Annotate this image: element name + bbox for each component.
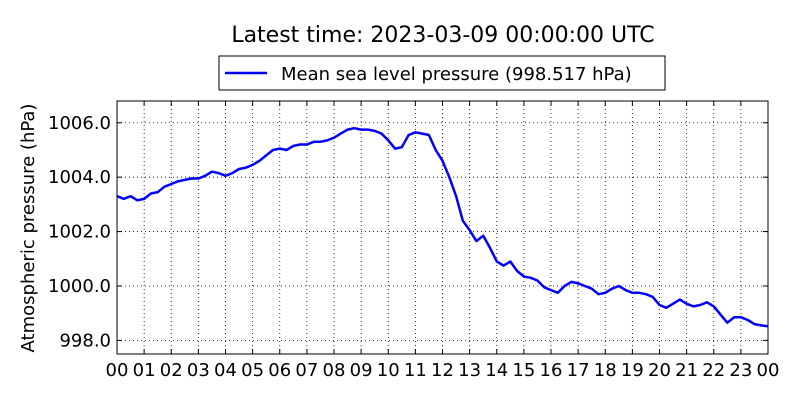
x-tick-label: 09 <box>350 360 373 381</box>
x-tick-label: 23 <box>729 360 752 381</box>
x-tick-label: 03 <box>187 360 210 381</box>
legend-box <box>218 55 666 91</box>
y-axis-label: Atmospheric pressure (hPa) <box>18 104 39 353</box>
chart-title: Latest time: 2023-03-09 00:00:00 UTC <box>231 23 654 48</box>
x-tick-label: 01 <box>133 360 156 381</box>
y-tick-label: 1004.0 <box>48 167 111 188</box>
x-tick-label: 12 <box>431 360 454 381</box>
x-tick-label: 22 <box>702 360 725 381</box>
grid-lines <box>117 101 768 354</box>
y-tick-label: 1002.0 <box>48 222 111 243</box>
x-tick-label: 15 <box>512 360 535 381</box>
x-tick-label: 07 <box>295 360 318 381</box>
x-tick-label: 08 <box>323 360 346 381</box>
pressure-series-line <box>116 126 769 328</box>
legend-series-label: Mean sea level pressure (998.517 hPa) <box>281 64 632 85</box>
x-tick-label: 05 <box>241 360 264 381</box>
x-tick-label: 16 <box>540 360 563 381</box>
y-tick-label: 1000.0 <box>48 276 111 297</box>
plot-area-frame <box>116 100 769 355</box>
x-tick-label: 13 <box>458 360 481 381</box>
x-tick-label: 00 <box>757 360 780 381</box>
x-tick-label: 10 <box>377 360 400 381</box>
x-tick-label: 14 <box>485 360 508 381</box>
x-tick-label: 11 <box>404 360 427 381</box>
x-tick-label: 19 <box>621 360 644 381</box>
x-tick-label: 04 <box>214 360 237 381</box>
y-tick-labels: 998.0 1000.0 1002.0 1004.0 1006.0 <box>48 113 111 352</box>
x-tick-label: 06 <box>268 360 291 381</box>
x-tick-labels: 00 01 02 03 04 05 06 07 08 09 10 11 12 13 14 15 16 17 18 19… <box>106 360 780 381</box>
x-tick-label: 20 <box>648 360 671 381</box>
x-tick-label: 00 <box>106 360 129 381</box>
x-tick-label: 02 <box>160 360 183 381</box>
y-tick-label: 1006.0 <box>48 113 111 134</box>
legend: Mean sea level pressure (998.517 hPa) <box>218 55 666 91</box>
axis-ticks <box>116 101 769 354</box>
y-tick-label: 998.0 <box>59 330 111 351</box>
x-tick-label: 18 <box>594 360 617 381</box>
x-tick-label: 17 <box>567 360 590 381</box>
x-tick-label: 21 <box>675 360 698 381</box>
